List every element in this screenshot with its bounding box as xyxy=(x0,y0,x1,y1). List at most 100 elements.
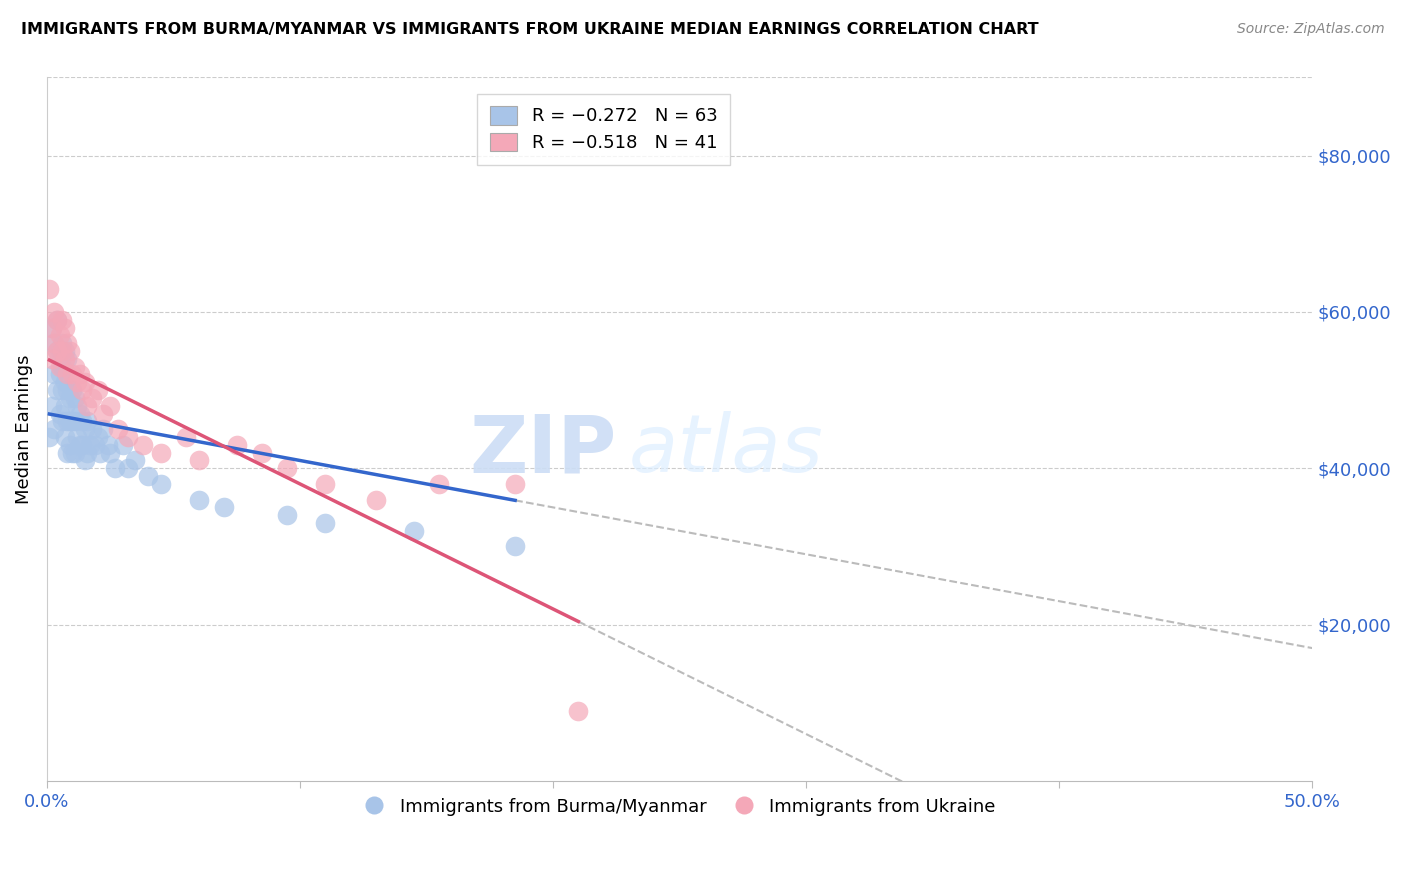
Point xyxy=(79,438,101,452)
Point xyxy=(107,422,129,436)
Point xyxy=(60,445,83,459)
Point xyxy=(66,430,89,444)
Point xyxy=(63,359,86,374)
Point xyxy=(132,438,155,452)
Point xyxy=(117,461,139,475)
Point xyxy=(44,368,66,382)
Point xyxy=(44,305,66,319)
Point xyxy=(46,312,69,326)
Point xyxy=(48,344,70,359)
Point xyxy=(41,320,63,334)
Point xyxy=(60,414,83,428)
Point xyxy=(402,524,425,538)
Point xyxy=(97,438,120,452)
Point xyxy=(59,344,82,359)
Point xyxy=(276,461,298,475)
Point xyxy=(76,399,98,413)
Point xyxy=(91,422,114,436)
Point xyxy=(63,445,86,459)
Point xyxy=(51,336,73,351)
Point xyxy=(56,368,79,382)
Point xyxy=(53,351,76,366)
Point xyxy=(69,407,91,421)
Point xyxy=(503,540,526,554)
Point xyxy=(364,492,387,507)
Point xyxy=(314,477,336,491)
Point xyxy=(48,368,70,382)
Point xyxy=(51,383,73,397)
Point xyxy=(56,351,79,366)
Text: ZIP: ZIP xyxy=(470,411,616,490)
Point xyxy=(72,438,94,452)
Point xyxy=(56,414,79,428)
Point xyxy=(56,383,79,397)
Point xyxy=(503,477,526,491)
Point xyxy=(98,445,121,459)
Point xyxy=(48,407,70,421)
Point xyxy=(187,453,209,467)
Point xyxy=(51,312,73,326)
Point xyxy=(53,320,76,334)
Point xyxy=(66,399,89,413)
Point xyxy=(59,414,82,428)
Point xyxy=(60,383,83,397)
Point xyxy=(567,704,589,718)
Point xyxy=(59,438,82,452)
Point xyxy=(38,281,60,295)
Point xyxy=(44,422,66,436)
Point xyxy=(111,438,134,452)
Point xyxy=(41,320,63,334)
Point xyxy=(314,516,336,530)
Point xyxy=(89,445,111,459)
Point xyxy=(44,336,66,351)
Point xyxy=(69,438,91,452)
Point xyxy=(46,312,69,326)
Point xyxy=(69,368,91,382)
Point xyxy=(56,336,79,351)
Text: atlas: atlas xyxy=(628,411,824,490)
Point xyxy=(124,453,146,467)
Point xyxy=(48,328,70,343)
Point xyxy=(225,438,247,452)
Point xyxy=(73,422,96,436)
Point xyxy=(63,391,86,405)
Point xyxy=(51,344,73,359)
Point xyxy=(53,376,76,390)
Point xyxy=(136,469,159,483)
Point xyxy=(427,477,450,491)
Point xyxy=(60,368,83,382)
Point xyxy=(76,414,98,428)
Y-axis label: Median Earnings: Median Earnings xyxy=(15,354,32,504)
Point xyxy=(59,391,82,405)
Point xyxy=(104,461,127,475)
Point xyxy=(72,383,94,397)
Point xyxy=(48,359,70,374)
Point xyxy=(73,376,96,390)
Point xyxy=(46,344,69,359)
Point xyxy=(86,383,108,397)
Point xyxy=(53,430,76,444)
Legend: Immigrants from Burma/Myanmar, Immigrants from Ukraine: Immigrants from Burma/Myanmar, Immigrant… xyxy=(354,789,1005,825)
Point xyxy=(76,445,98,459)
Point xyxy=(91,407,114,421)
Point xyxy=(41,399,63,413)
Point xyxy=(38,430,60,444)
Point xyxy=(187,492,209,507)
Point xyxy=(82,422,104,436)
Point xyxy=(149,477,172,491)
Point xyxy=(212,500,235,515)
Point xyxy=(250,445,273,459)
Text: Source: ZipAtlas.com: Source: ZipAtlas.com xyxy=(1237,22,1385,37)
Point xyxy=(56,445,79,459)
Point xyxy=(149,445,172,459)
Point xyxy=(41,351,63,366)
Point xyxy=(53,399,76,413)
Point xyxy=(51,414,73,428)
Point xyxy=(174,430,197,444)
Point xyxy=(276,508,298,523)
Point xyxy=(73,453,96,467)
Point xyxy=(66,376,89,390)
Point xyxy=(86,430,108,444)
Point xyxy=(117,430,139,444)
Point xyxy=(53,344,76,359)
